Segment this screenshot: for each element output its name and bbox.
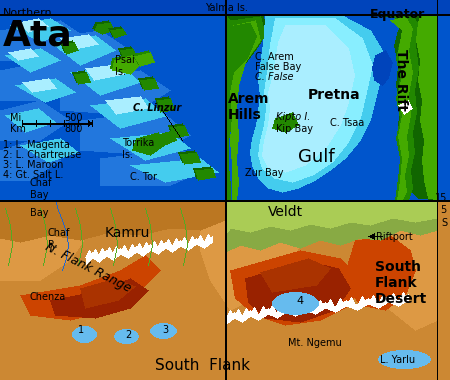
Text: Chaf
Bay: Chaf Bay (30, 178, 52, 200)
Text: False Bay: False Bay (255, 62, 301, 72)
Text: Veldt: Veldt (268, 205, 303, 219)
Text: Kip Bay: Kip Bay (276, 124, 313, 134)
Text: 3: L. Maroon: 3: L. Maroon (3, 160, 63, 170)
Text: 4: 4 (296, 296, 303, 306)
Text: Mi: Mi (10, 113, 21, 123)
Text: 5: 5 (440, 205, 446, 215)
Text: Kamru: Kamru (105, 226, 150, 240)
Text: C. Arem: C. Arem (255, 52, 294, 62)
Text: South
Flank
Desert: South Flank Desert (375, 260, 427, 306)
Text: N. Flank Range: N. Flank Range (43, 241, 133, 295)
Text: Kipto I.: Kipto I. (276, 112, 310, 122)
Text: Km: Km (10, 124, 26, 134)
Text: C. Linzur: C. Linzur (133, 103, 181, 113)
Text: Zur Bay: Zur Bay (245, 168, 284, 178)
Text: L. Yarlu: L. Yarlu (380, 355, 415, 365)
Text: Northern: Northern (3, 8, 53, 18)
Text: 4: Gt. Salt L.: 4: Gt. Salt L. (3, 170, 63, 180)
Text: 2: 2 (125, 330, 131, 340)
Text: 15: 15 (435, 193, 447, 203)
Text: C. Tsaa: C. Tsaa (330, 118, 364, 128)
Text: The Rift: The Rift (394, 49, 408, 111)
Text: 3: 3 (162, 325, 168, 335)
Text: 2: L. Chartreuse: 2: L. Chartreuse (3, 150, 81, 160)
Text: 1: 1 (78, 325, 84, 335)
Text: 1: L. Magenta: 1: L. Magenta (3, 140, 70, 150)
Text: S: S (441, 218, 447, 228)
Text: Chaf
R.: Chaf R. (48, 228, 70, 250)
Text: Bay: Bay (30, 208, 49, 218)
Text: C. False: C. False (255, 72, 293, 82)
Text: Chenza: Chenza (30, 292, 66, 302)
Text: Mt. Ngemu: Mt. Ngemu (288, 338, 342, 348)
Text: 800: 800 (64, 124, 82, 134)
Text: Yalma Is.: Yalma Is. (205, 3, 248, 13)
Text: Pretna: Pretna (308, 88, 360, 102)
Text: Ata: Ata (3, 18, 73, 52)
Text: Psai
Is.: Psai Is. (115, 55, 135, 77)
Text: 500: 500 (64, 113, 82, 123)
Text: Riftport: Riftport (376, 232, 413, 242)
Text: C. Tor: C. Tor (130, 172, 157, 182)
Text: Equator: Equator (370, 8, 425, 21)
Text: Arem
Hills: Arem Hills (228, 92, 270, 122)
Text: South  Flank: South Flank (155, 358, 250, 373)
Text: Gulf: Gulf (298, 148, 335, 166)
Text: Torrika
Is.: Torrika Is. (122, 138, 154, 160)
